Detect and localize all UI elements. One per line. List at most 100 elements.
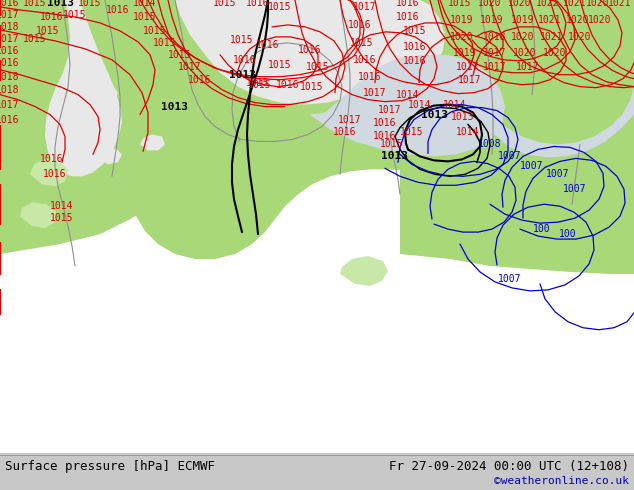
- Text: 1017: 1017: [483, 48, 507, 58]
- Text: 1015: 1015: [36, 26, 60, 36]
- Polygon shape: [0, 0, 175, 254]
- Polygon shape: [400, 0, 634, 274]
- Text: 1008: 1008: [478, 140, 501, 149]
- Text: 1015: 1015: [213, 0, 236, 8]
- Text: 1016: 1016: [233, 55, 257, 65]
- Text: 1015: 1015: [23, 0, 47, 8]
- Text: 1016: 1016: [0, 46, 20, 56]
- Text: 1015: 1015: [230, 35, 254, 45]
- Polygon shape: [310, 55, 505, 156]
- Text: 1016: 1016: [107, 5, 130, 15]
- Text: 1020: 1020: [568, 32, 592, 42]
- Text: 1013: 1013: [228, 70, 256, 80]
- Polygon shape: [175, 0, 392, 104]
- Text: 1019: 1019: [511, 15, 534, 25]
- Text: 1020: 1020: [514, 48, 537, 58]
- Text: 1016: 1016: [396, 12, 420, 22]
- Text: 1017: 1017: [339, 115, 362, 124]
- Text: 1016: 1016: [256, 40, 280, 50]
- Text: 1014: 1014: [456, 127, 480, 138]
- Text: 1018: 1018: [0, 22, 20, 32]
- Text: 1016: 1016: [43, 170, 67, 179]
- Text: 1016: 1016: [348, 20, 372, 30]
- Text: 1018: 1018: [0, 72, 20, 82]
- Polygon shape: [0, 0, 634, 262]
- Text: 1016: 1016: [333, 127, 357, 138]
- Text: 1015: 1015: [168, 50, 191, 60]
- Text: 1015: 1015: [143, 26, 167, 36]
- Text: 1007: 1007: [498, 274, 522, 284]
- Text: 1015: 1015: [448, 0, 472, 8]
- Text: 1013: 1013: [382, 151, 408, 161]
- Text: 1017: 1017: [378, 104, 402, 115]
- Text: ©weatheronline.co.uk: ©weatheronline.co.uk: [494, 476, 629, 487]
- Polygon shape: [0, 0, 70, 254]
- Text: 1007: 1007: [521, 161, 544, 172]
- Text: 1014: 1014: [133, 0, 157, 8]
- Text: 1019: 1019: [480, 15, 504, 25]
- Text: 1020: 1020: [543, 48, 567, 58]
- Text: 1017: 1017: [516, 62, 540, 72]
- Text: 1020: 1020: [586, 0, 610, 8]
- Text: 1019: 1019: [450, 15, 474, 25]
- Text: 1015: 1015: [268, 60, 292, 70]
- Text: 1017: 1017: [0, 99, 20, 110]
- Text: 1015: 1015: [268, 2, 292, 12]
- Text: 1020: 1020: [511, 32, 534, 42]
- Text: 1016: 1016: [0, 115, 20, 124]
- Text: 1016: 1016: [40, 154, 64, 164]
- Text: 1016: 1016: [373, 118, 397, 127]
- Text: 1015: 1015: [249, 80, 272, 90]
- Polygon shape: [20, 202, 56, 228]
- Text: 1020: 1020: [508, 0, 532, 8]
- Text: 1016: 1016: [353, 55, 377, 65]
- Text: 1016: 1016: [40, 12, 64, 22]
- Text: 1014: 1014: [408, 99, 432, 110]
- Text: 1020: 1020: [450, 32, 474, 42]
- Text: 1016: 1016: [403, 56, 427, 66]
- Text: 1022: 1022: [536, 0, 560, 8]
- Text: 1015: 1015: [306, 62, 330, 72]
- Text: 1015: 1015: [23, 34, 47, 44]
- Text: 1020: 1020: [588, 15, 612, 25]
- Text: 1013: 1013: [162, 101, 188, 112]
- Text: 1015: 1015: [350, 38, 374, 48]
- Text: 100: 100: [533, 224, 551, 234]
- Polygon shape: [140, 134, 165, 150]
- Text: 1017: 1017: [483, 62, 507, 72]
- Text: 1016: 1016: [246, 0, 269, 8]
- Text: 1016: 1016: [396, 0, 420, 8]
- Text: 1021: 1021: [540, 32, 564, 42]
- Text: 1015: 1015: [133, 12, 157, 22]
- Text: 1021: 1021: [563, 0, 586, 8]
- Text: 1016: 1016: [0, 58, 20, 68]
- Text: 1014: 1014: [50, 201, 74, 211]
- Text: 1007: 1007: [498, 151, 522, 161]
- Text: 1015: 1015: [78, 0, 101, 8]
- Text: Fr 27-09-2024 00:00 UTC (12+108): Fr 27-09-2024 00:00 UTC (12+108): [389, 460, 629, 473]
- Text: Surface pressure [hPa] ECMWF: Surface pressure [hPa] ECMWF: [5, 460, 215, 473]
- Text: 1016: 1016: [298, 45, 321, 55]
- Text: 1015: 1015: [153, 38, 177, 48]
- Text: 1017: 1017: [178, 62, 202, 72]
- Text: 1015: 1015: [50, 213, 74, 223]
- Text: 1015: 1015: [400, 127, 424, 138]
- Text: 1016: 1016: [403, 42, 427, 52]
- Text: 1015: 1015: [380, 140, 404, 149]
- Text: 1017: 1017: [0, 34, 20, 44]
- Text: 1013: 1013: [451, 112, 475, 122]
- Text: 1016: 1016: [373, 131, 397, 142]
- Text: 1020: 1020: [478, 0, 501, 8]
- Text: 1017: 1017: [0, 10, 20, 20]
- Text: 1013: 1013: [422, 110, 448, 120]
- Text: 1014: 1014: [396, 90, 420, 99]
- Polygon shape: [340, 256, 388, 286]
- Text: 1017: 1017: [458, 74, 482, 85]
- Text: 1016: 1016: [0, 0, 20, 8]
- Polygon shape: [100, 148, 122, 164]
- Text: 1021: 1021: [538, 15, 562, 25]
- Polygon shape: [88, 83, 118, 104]
- Text: 1015: 1015: [246, 78, 269, 88]
- Text: 1014: 1014: [443, 99, 467, 110]
- Text: 100: 100: [559, 229, 577, 239]
